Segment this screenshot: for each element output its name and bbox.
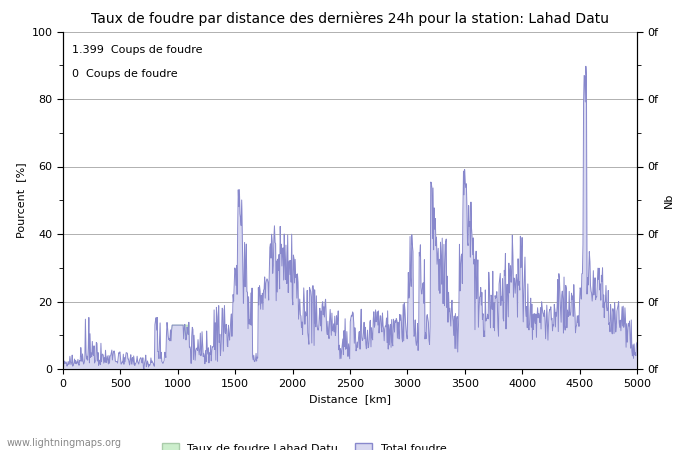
X-axis label: Distance  [km]: Distance [km] xyxy=(309,394,391,404)
Text: www.lightningmaps.org: www.lightningmaps.org xyxy=(7,438,122,448)
Text: 1.399  Coups de foudre: 1.399 Coups de foudre xyxy=(71,45,202,55)
Text: 0  Coups de foudre: 0 Coups de foudre xyxy=(71,68,177,79)
Legend: Taux de foudre Lahad Datu, Total foudre: Taux de foudre Lahad Datu, Total foudre xyxy=(158,438,451,450)
Title: Taux de foudre par distance des dernières 24h pour la station: Lahad Datu: Taux de foudre par distance des dernière… xyxy=(91,12,609,26)
Y-axis label: Pourcent  [%]: Pourcent [%] xyxy=(16,162,26,238)
Y-axis label: Nb: Nb xyxy=(664,193,674,208)
